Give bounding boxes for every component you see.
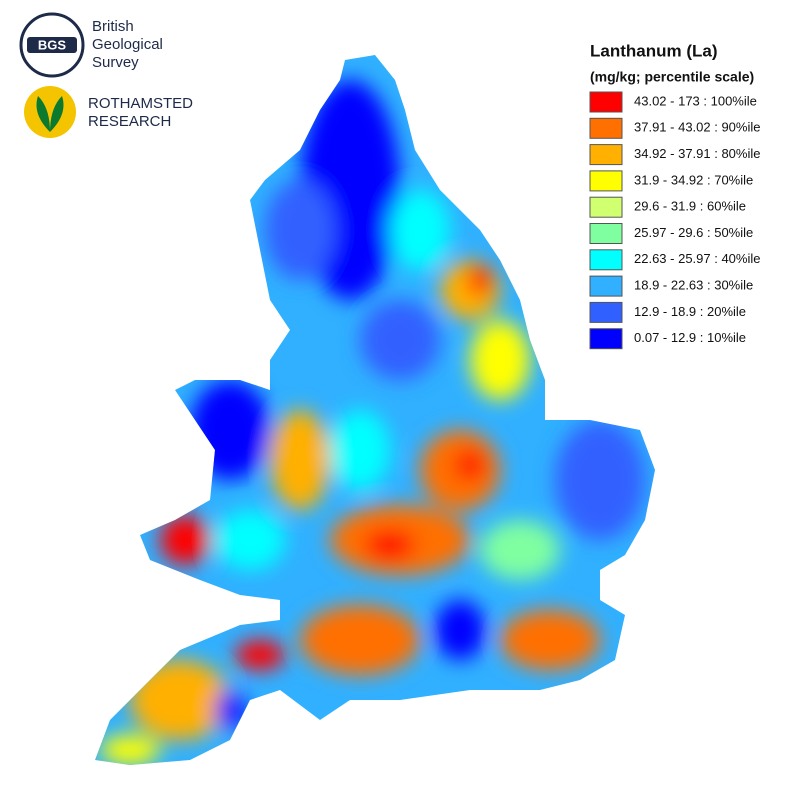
legend-label: 43.02 - 173 : 100%ile	[634, 93, 757, 108]
legend-swatch	[589, 117, 623, 139]
logo-text: ROTHAMSTED	[88, 95, 193, 112]
legend-label: 31.9 - 34.92 : 70%ile	[634, 172, 753, 187]
logo-text: Survey	[92, 54, 139, 71]
legend-swatch	[589, 170, 623, 192]
legend-swatch	[589, 249, 623, 271]
legend-label: 25.97 - 29.6 : 50%ile	[634, 225, 753, 240]
legend-label: 12.9 - 18.9 : 20%ile	[634, 304, 746, 319]
logo-text: Geological	[92, 36, 163, 53]
legend-label: 0.07 - 12.9 : 10%ile	[634, 330, 746, 345]
legend-swatch	[589, 223, 623, 244]
legend-swatch	[589, 328, 623, 350]
logo-text: British	[92, 18, 134, 35]
logo-abbr: BGS	[38, 37, 67, 52]
legend-swatch	[589, 144, 623, 166]
legend-label: 34.92 - 37.91 : 80%ile	[634, 146, 760, 161]
legend-swatch	[589, 275, 623, 297]
legend-label: 37.91 - 43.02 : 90%ile	[634, 120, 760, 135]
legend-swatch	[589, 301, 623, 323]
rothamsted-logo: ROTHAMSTED RESEARCH	[24, 86, 193, 138]
legend-label: 29.6 - 31.9 : 60%ile	[634, 199, 746, 214]
legend-title: Lanthanum (La)	[590, 41, 718, 60]
bgs-logo: BGS British Geological Survey	[19, 12, 163, 78]
legend-subtitle: (mg/kg; percentile scale)	[590, 69, 754, 85]
legend: Lanthanum (La) (mg/kg; percentile scale)…	[589, 41, 760, 350]
legend-label: 22.63 - 25.97 : 40%ile	[634, 251, 760, 266]
logo-text: RESEARCH	[88, 113, 171, 130]
legend-swatch	[589, 91, 623, 113]
legend-swatch	[589, 196, 623, 218]
legend-label: 18.9 - 22.63 : 30%ile	[634, 278, 753, 293]
